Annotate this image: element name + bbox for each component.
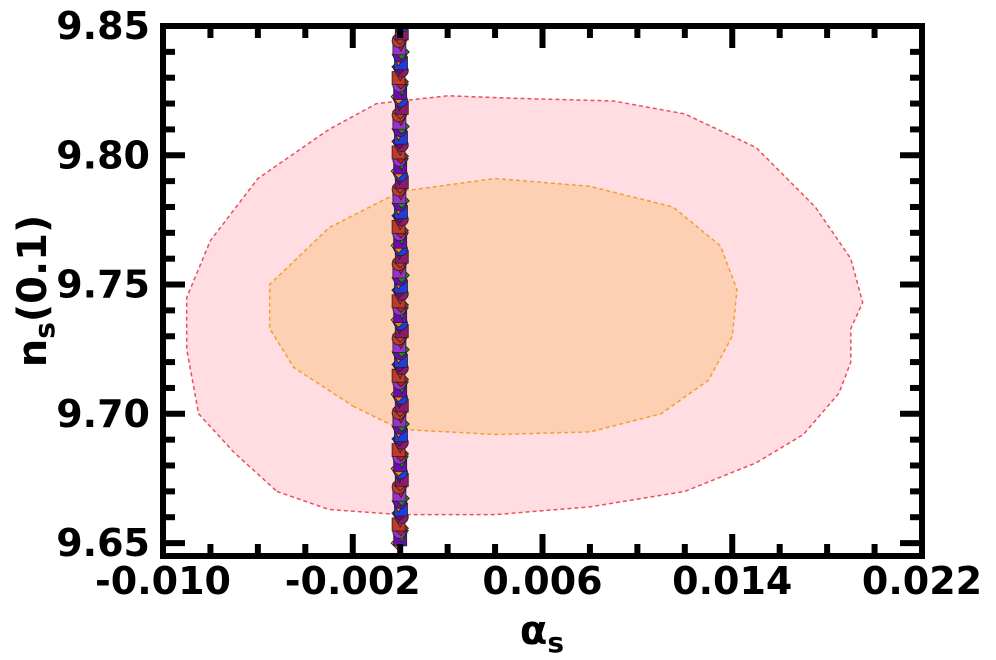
contour-layer	[185, 95, 864, 516]
tick-label-layer: -0.010 -0.002 0.006 0.014 0.022 9.65 9.70 9.75 9…	[56, 4, 982, 603]
contour-inner	[268, 177, 738, 436]
y-tick-label: 9.80	[56, 133, 150, 177]
scatter-layer	[390, 26, 410, 552]
x-tick-label: 0.022	[862, 559, 982, 603]
y-tick-label: 9.70	[56, 392, 150, 436]
y-tick-label: 9.75	[56, 263, 150, 307]
y-tick-label: 9.85	[56, 4, 150, 48]
plot-frame	[160, 23, 925, 559]
x-tick-label: -0.002	[285, 559, 421, 603]
x-tick-label: 0.006	[482, 559, 602, 603]
x-tick-label: 0.014	[672, 559, 792, 603]
y-axis-label: ns(0.1)	[10, 215, 61, 368]
x-tick-label: -0.010	[95, 559, 231, 603]
x-axis-label: αs	[520, 608, 564, 659]
y-tick-label: 9.65	[56, 521, 150, 565]
